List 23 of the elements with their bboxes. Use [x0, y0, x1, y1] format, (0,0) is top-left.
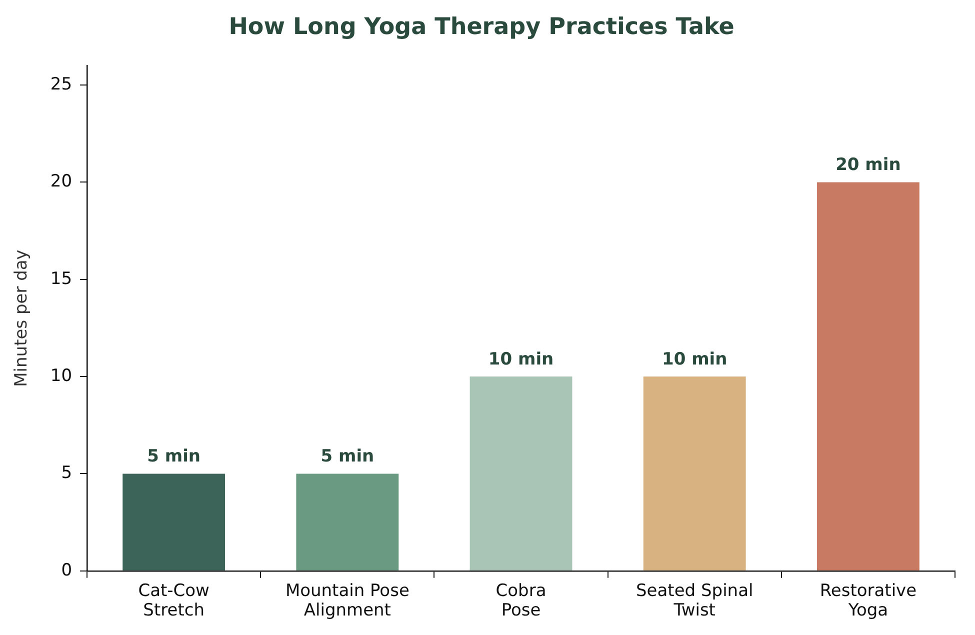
y-tick-label: 0 [61, 560, 72, 580]
x-tick-label: Cat-Cow Stretch [138, 581, 210, 621]
y-tick-label: 15 [50, 268, 72, 289]
y-tick-label: 20 [50, 172, 72, 192]
y-tick-label: 25 [50, 74, 72, 94]
y-tick-label: 5 [61, 463, 72, 484]
data-label: 20 min [836, 155, 901, 176]
bar [122, 474, 226, 570]
data-label: 5 min [320, 446, 374, 467]
y-tick-label: 10 [50, 366, 72, 386]
bar [643, 376, 746, 570]
x-tick-label: Cobra Pose [496, 581, 546, 621]
x-tick-label: Mountain Pose Alignment [285, 581, 410, 621]
bar [296, 474, 399, 570]
bar [470, 376, 572, 570]
data-label: 10 min [662, 349, 728, 370]
bar [816, 182, 920, 570]
y-axis-title: Minutes per day [12, 250, 32, 387]
x-tick-label: Seated Spinal Twist [636, 581, 754, 621]
chart-title: How Long Yoga Therapy Practices Take [228, 14, 734, 40]
data-label: 5 min [147, 446, 201, 467]
data-label: 10 min [488, 349, 554, 370]
x-tick-label: Restorative Yoga [820, 581, 917, 621]
